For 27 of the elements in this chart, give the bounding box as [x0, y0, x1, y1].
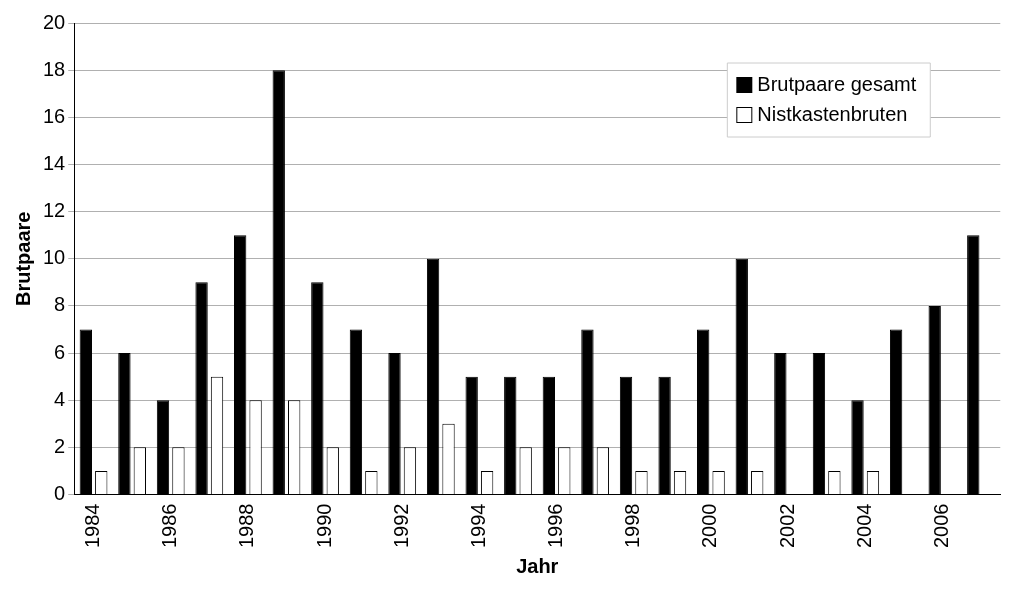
- x-tick-label: 1996: [544, 503, 567, 549]
- x-tick-label: 2006: [929, 503, 952, 549]
- x-axis-title: Jahr: [516, 554, 559, 577]
- y-tick-label: 2: [54, 434, 66, 457]
- y-tick-label: 14: [43, 151, 66, 174]
- legend-label: Brutpaare gesamt: [757, 72, 917, 95]
- x-tick-label: 1986: [158, 503, 181, 549]
- y-tick-label: 16: [43, 104, 66, 127]
- y-tick-label: 6: [54, 340, 66, 363]
- y-tick-label: 10: [43, 246, 66, 269]
- y-tick-label: 4: [54, 387, 66, 410]
- x-tick-label: 1990: [312, 503, 335, 549]
- x-tick-label: 2002: [775, 503, 798, 549]
- x-tick-label: 1992: [389, 503, 412, 549]
- legend-label: Nistkastenbruten: [757, 102, 908, 125]
- x-tick-label: 1984: [81, 503, 104, 549]
- y-tick-label: 18: [43, 57, 66, 80]
- x-tick-label: 1988: [235, 503, 258, 549]
- y-axis-title: Brutpaare: [11, 211, 34, 306]
- x-tick-label: 2000: [698, 503, 721, 549]
- x-tick-label: 1994: [466, 503, 489, 549]
- y-tick-label: 0: [54, 482, 66, 505]
- x-tick-label: 2004: [852, 503, 875, 549]
- y-tick-label: 12: [43, 199, 66, 222]
- y-tick-label: 20: [43, 10, 66, 33]
- y-tick-label: 8: [54, 293, 66, 316]
- x-tick-label: 1998: [621, 503, 644, 549]
